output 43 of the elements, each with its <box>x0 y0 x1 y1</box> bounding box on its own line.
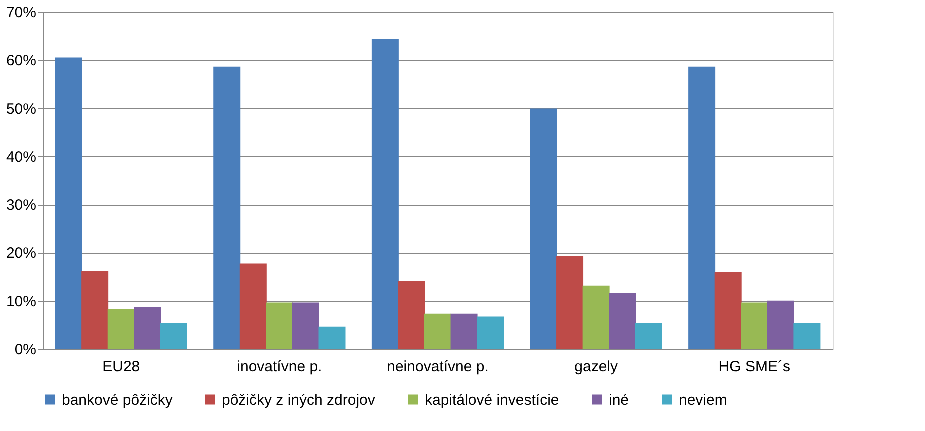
bar <box>318 326 346 349</box>
y-tick-label: 10% <box>6 293 36 310</box>
bar <box>450 314 478 349</box>
bar <box>424 314 452 349</box>
bar <box>767 300 794 349</box>
bar <box>214 66 241 349</box>
x-tick-label: gazely <box>574 358 618 376</box>
bar <box>266 302 294 349</box>
y-tick-label: 20% <box>6 245 36 262</box>
y-tick-label: 40% <box>6 148 36 166</box>
x-tick-label: inovatívne p. <box>237 358 322 376</box>
bar <box>530 108 558 349</box>
bar <box>160 323 188 349</box>
legend-label: bankové pôžičky <box>62 392 174 409</box>
bar <box>609 293 636 349</box>
bar <box>55 58 82 349</box>
bar <box>556 256 584 349</box>
bar <box>292 302 320 349</box>
legend-label: iné <box>609 392 630 409</box>
x-tick-label: EU28 <box>102 358 140 376</box>
bar <box>635 323 662 349</box>
legend-label: kapitálové investície <box>425 392 560 409</box>
x-tick-label: HG SME´s <box>718 358 790 376</box>
y-tick-label: 0% <box>14 342 36 358</box>
bar <box>134 307 162 349</box>
bar <box>240 264 267 349</box>
bar <box>714 272 742 349</box>
bar <box>108 309 135 349</box>
legend-label: neviem <box>679 392 728 409</box>
y-tick-label: 60% <box>6 52 36 70</box>
bar <box>582 286 610 349</box>
y-tick-label: 50% <box>6 100 36 118</box>
bar <box>372 38 399 349</box>
y-tick-label: 30% <box>6 197 36 214</box>
bar <box>398 281 426 349</box>
bar <box>794 323 821 349</box>
bar <box>741 302 768 349</box>
bar <box>82 271 109 349</box>
x-tick-label: neinovatívne p. <box>387 358 489 376</box>
bar <box>477 316 504 349</box>
bar <box>688 66 716 349</box>
legend-label: pôžičky z iných zdrojov <box>222 392 376 409</box>
y-tick-label: 70% <box>6 4 36 22</box>
